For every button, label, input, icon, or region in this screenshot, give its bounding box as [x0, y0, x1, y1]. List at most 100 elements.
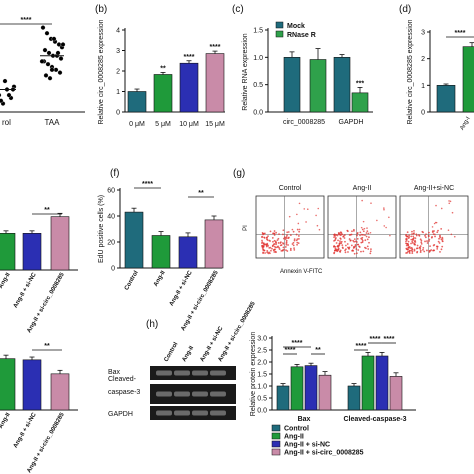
- panel-g-event: [354, 244, 357, 246]
- panel-h-blot-band: [156, 410, 172, 416]
- panel-g-event: [276, 239, 279, 242]
- panel-f-ytick-label: 20: [107, 240, 115, 247]
- panel-g-event: [285, 235, 288, 238]
- panel-g-event: [289, 249, 292, 252]
- panel-g-event: [411, 230, 413, 233]
- panel-c-ytick-label: 0.0: [253, 110, 263, 117]
- panel-g-event: [359, 231, 362, 234]
- panel-h-blot-band: [210, 391, 226, 397]
- panel-h-significance-label: **: [315, 347, 321, 354]
- panel-g-event: [360, 250, 362, 253]
- panel-d-bar: [462, 46, 474, 113]
- panel-g-event: [278, 233, 280, 236]
- panel-g-event: [306, 208, 309, 211]
- panel-g-event: [356, 237, 359, 240]
- panel-f-xtick-label: Ang-II + si-NC: [169, 269, 194, 307]
- panel-g-event: [426, 242, 429, 244]
- panel-h-blot-band: [156, 391, 172, 397]
- panel-f-bar: [151, 235, 171, 269]
- panel-e-bar: [50, 216, 70, 271]
- panel-g-event: [357, 249, 360, 251]
- panel-g-event: [408, 234, 411, 237]
- panel-g-event: [341, 244, 344, 247]
- panel-g-event: [428, 240, 430, 242]
- panel-i-xtick-label: Ang-II + si-NC: [13, 411, 38, 449]
- panel-g-event: [355, 248, 358, 250]
- panel-h-bar: [276, 385, 290, 411]
- panel-g-event: [364, 234, 366, 237]
- panel-g-event: [448, 202, 451, 205]
- panel-g-event: [262, 245, 265, 248]
- panel-g-event: [341, 233, 344, 236]
- panel-g-event: [261, 235, 264, 238]
- panel-g-event: [271, 247, 273, 250]
- panel-g-event: [346, 243, 349, 245]
- panel-g-event: [424, 240, 426, 243]
- panel-g-event: [441, 245, 444, 248]
- panel-c-ylabel: Relative RNA expression: [242, 33, 249, 111]
- panel-a-point: [57, 70, 63, 75]
- panel-g-event: [407, 246, 410, 249]
- panel-g-event: [298, 230, 301, 233]
- panel-g-event: [407, 240, 410, 243]
- panel-g-event: [339, 250, 342, 253]
- panel-b-ytick-label: 2: [116, 69, 120, 76]
- panel-h-bar: [389, 376, 403, 411]
- panel-g-event: [269, 252, 271, 255]
- panel-g-event: [261, 239, 263, 242]
- panel-g-event: [347, 251, 349, 253]
- panel-g-event: [282, 242, 285, 245]
- panel-g-event: [365, 235, 368, 238]
- panel-g-title: Ang-II+si-NC: [414, 185, 454, 192]
- panel-label-c: (c): [232, 4, 244, 15]
- panel-g-event: [416, 244, 419, 247]
- panel-g-event: [420, 242, 423, 245]
- panel-g-event: [418, 234, 421, 237]
- panel-g-plot-frame: [255, 195, 325, 259]
- panel-g-event: [362, 230, 365, 233]
- panel-g-event: [423, 250, 426, 253]
- panel-g-event: [339, 231, 342, 234]
- panel-g-event: [435, 204, 437, 207]
- panel-g-event: [415, 247, 418, 250]
- panel-g-event: [344, 240, 346, 243]
- panel-h-ytick-label: 0.5: [257, 396, 267, 403]
- panel-g-event: [277, 237, 280, 240]
- panel-d-xtick-label: Ang-I: [459, 116, 472, 132]
- panel-i-bar: [22, 359, 42, 411]
- panel-g-event: [358, 246, 361, 248]
- panel-g-event: [285, 243, 288, 246]
- panel-g-event: [263, 243, 266, 246]
- panel-a-point: [53, 67, 59, 73]
- panel-g-event: [293, 248, 296, 251]
- panel-g-event: [333, 236, 335, 239]
- panel-d-significance-label: ****: [455, 30, 466, 37]
- panel-g-event: [368, 236, 370, 239]
- panel-g-event: [273, 230, 276, 232]
- panel-a-xtick-label: rol: [2, 118, 11, 127]
- panel-g-event: [412, 235, 415, 238]
- panel-g-event: [273, 245, 276, 248]
- panel-g-event: [424, 236, 427, 239]
- panel-g-event: [353, 230, 355, 232]
- panel-g-event: [338, 243, 341, 246]
- panel-g-event: [296, 243, 298, 246]
- panel-e-bar: [0, 233, 16, 271]
- panel-g-event: [261, 247, 264, 249]
- panel-h-blot-row-label: Bax: [108, 369, 121, 376]
- panel-g-event: [432, 233, 435, 236]
- panel-g-title: Control: [279, 185, 302, 192]
- panel-c-bar: [309, 59, 327, 113]
- panel-g-event: [364, 239, 367, 242]
- panel-b-ytick-label: 0: [116, 110, 120, 117]
- panel-g-event: [410, 235, 413, 238]
- panel-g-event: [432, 244, 435, 247]
- panel-g-event: [413, 230, 415, 232]
- panel-g-event: [343, 237, 346, 239]
- panel-g-event: [349, 239, 352, 242]
- panel-g-event: [410, 238, 413, 241]
- panel-g-event: [344, 251, 347, 254]
- panel-g-event: [284, 246, 287, 248]
- panel-g-event: [356, 234, 358, 237]
- panel-g-event: [353, 252, 356, 255]
